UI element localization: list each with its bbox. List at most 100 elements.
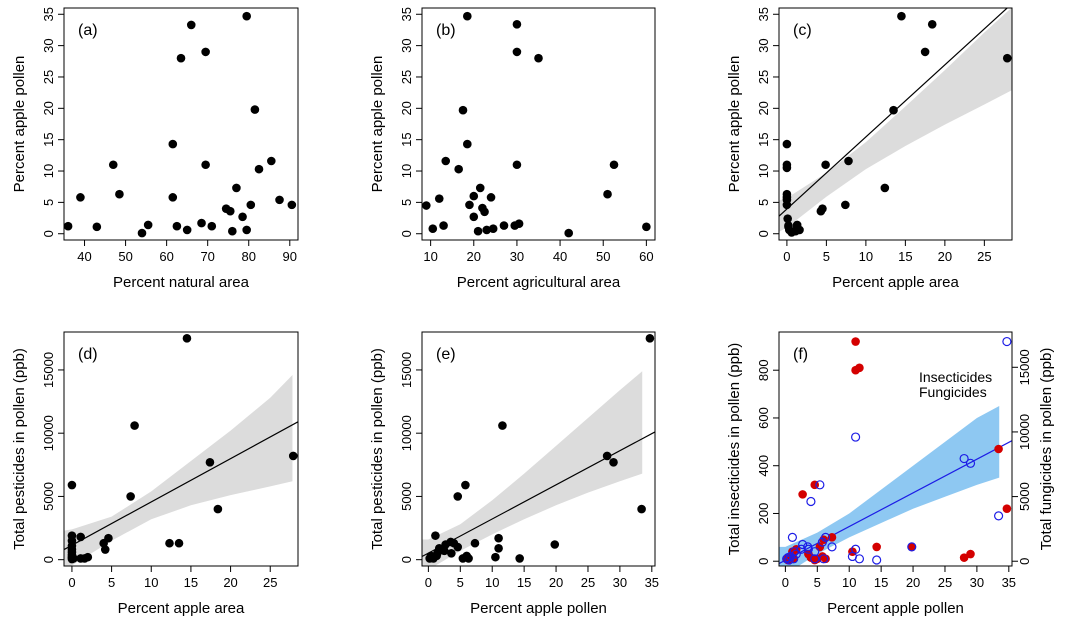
data-point	[821, 160, 830, 170]
data-point	[475, 183, 485, 193]
plot-frame	[778, 7, 1013, 241]
fungicide-point	[791, 549, 801, 559]
data-point	[213, 504, 223, 514]
data-point	[431, 531, 440, 540]
data-point	[182, 334, 192, 343]
data-point	[439, 221, 448, 230]
data-point	[242, 225, 251, 235]
data-point	[232, 183, 241, 193]
fungicide-point	[803, 544, 813, 554]
data-point	[458, 105, 468, 115]
insecticide-point	[827, 533, 837, 542]
data-point	[76, 532, 85, 542]
fungicide-point	[993, 511, 1004, 521]
y-right-tick-label: 10000	[1017, 414, 1032, 450]
insecticide-point	[872, 542, 881, 552]
panel-label: (c)	[793, 22, 812, 39]
data-point	[463, 139, 472, 149]
y-axis-label: Percent apple pollen	[11, 56, 28, 193]
x-tick-label: 10	[842, 575, 856, 590]
y-tick-label: 20	[756, 101, 771, 115]
plot-frame	[421, 7, 656, 241]
y-tick-label: 20	[399, 101, 414, 115]
data-point	[288, 451, 298, 461]
y-tick-label: 0	[756, 558, 771, 565]
x-tick-label: 15	[517, 575, 531, 590]
x-tick-label: 5	[108, 575, 115, 590]
fungicide-point	[796, 544, 806, 554]
data-point	[602, 451, 612, 461]
data-point	[463, 11, 472, 21]
data-point	[108, 160, 118, 170]
x-tick-label: 15	[898, 249, 912, 264]
data-point	[174, 538, 184, 548]
y-tick-label: 10000	[399, 415, 414, 451]
x-tick-label: 25	[581, 575, 595, 590]
regression-line	[64, 421, 298, 551]
panel-label: (b)	[436, 22, 456, 39]
plot-frame	[421, 331, 656, 567]
data-point	[512, 20, 522, 29]
data-point	[441, 156, 451, 166]
data-point	[454, 164, 463, 174]
data-point	[250, 105, 260, 114]
plot-frame	[63, 331, 299, 567]
data-point	[897, 11, 906, 21]
x-axis-label: Percent apple pollen	[470, 600, 607, 617]
x-tick-label: 30	[613, 575, 627, 590]
x-tick-label: 90	[283, 249, 297, 264]
confidence-band	[779, 406, 1000, 566]
fungicide-point	[819, 554, 829, 564]
x-axis-label: Percent apple pollen	[827, 600, 964, 617]
fungicide-point	[815, 480, 825, 490]
data-point	[498, 421, 507, 430]
fungicide-point	[959, 453, 969, 464]
data-point	[486, 193, 496, 202]
data-point	[512, 47, 522, 57]
fungicide-point	[810, 547, 820, 557]
data-point	[603, 189, 612, 199]
data-point	[1002, 53, 1012, 63]
data-point	[609, 457, 618, 467]
data-point	[422, 201, 431, 210]
y-axis-label: Total insecticides in pollen (ppb)	[726, 343, 743, 556]
insecticide-point	[855, 363, 864, 373]
x-tick-label: 60	[639, 249, 653, 264]
y-tick-label: 5	[41, 199, 56, 206]
panel-b: 10 20 30 40 50 60 0 5 10 15 20 25 30 35 Percent agricu…	[369, 7, 656, 291]
data-point	[534, 53, 543, 63]
data-point	[130, 421, 139, 430]
data-point	[844, 156, 853, 166]
x-tick-label: 25	[977, 249, 991, 264]
y-tick-label: 10	[41, 164, 56, 178]
data-point	[267, 156, 276, 166]
data-point	[197, 218, 206, 228]
insecticide-point	[994, 444, 1003, 454]
data-point	[499, 221, 509, 230]
x-tick-label: 10	[485, 575, 499, 590]
fungicide-point	[820, 532, 831, 542]
data-point	[783, 214, 792, 223]
y-tick-label: 5000	[41, 482, 56, 511]
x-tick-label: 20	[223, 575, 237, 590]
data-point	[242, 11, 251, 21]
fungicide-point	[806, 496, 816, 507]
confidence-band	[422, 371, 643, 566]
data-point	[447, 549, 456, 558]
data-point	[818, 204, 827, 213]
data-point	[92, 222, 102, 232]
y-tick-label: 35	[41, 7, 56, 21]
y-tick-label: 15000	[399, 352, 414, 388]
data-point	[515, 554, 524, 563]
data-point	[482, 225, 492, 235]
y-axis-label: Total pesticides in pollen (ppb)	[11, 348, 28, 550]
data-point	[225, 206, 235, 216]
data-point	[927, 20, 937, 29]
panel-label: (a)	[78, 22, 98, 39]
y-tick-label: 0	[41, 230, 56, 237]
fungicide-point	[827, 542, 837, 552]
data-point	[238, 212, 247, 222]
data-point	[782, 200, 792, 210]
data-point	[512, 160, 522, 170]
data-point	[453, 542, 463, 552]
